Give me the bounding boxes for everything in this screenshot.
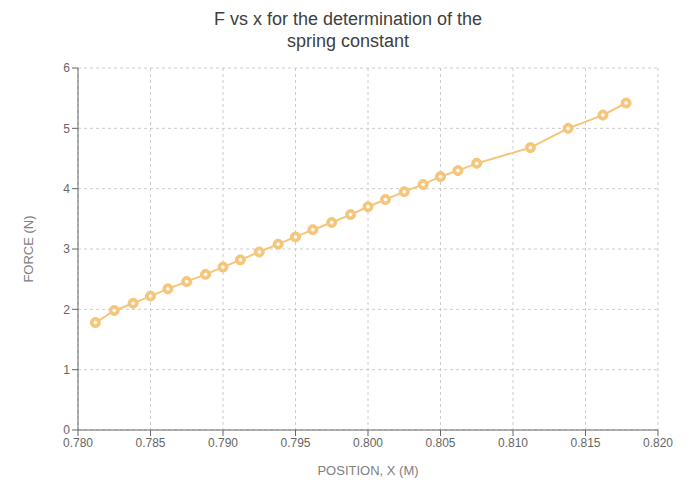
svg-text:2: 2 [63, 303, 70, 317]
svg-text:0.805: 0.805 [425, 436, 455, 450]
html-text:spring constant: spring constant [287, 31, 409, 51]
svg-text:5: 5 [63, 122, 70, 136]
svg-text:1: 1 [63, 363, 70, 377]
svg-text:0.785: 0.785 [135, 436, 165, 450]
svg-text:0.800: 0.800 [353, 436, 383, 450]
svg-text:6: 6 [63, 61, 70, 75]
svg-text:0.820: 0.820 [643, 436, 673, 450]
svg-text:POSITION, X (M): POSITION, X (M) [317, 463, 418, 478]
svg-text:0.810: 0.810 [498, 436, 528, 450]
svg-text:4: 4 [63, 182, 70, 196]
svg-text:0.815: 0.815 [570, 436, 600, 450]
svg-text:0: 0 [63, 423, 70, 437]
svg-text:FORCE (N): FORCE (N) [21, 215, 36, 282]
svg-text:0.795: 0.795 [280, 436, 310, 450]
svg-text:0.780: 0.780 [63, 436, 93, 450]
html-text:F vs x for the determination o: F vs x for the determination of the [213, 9, 483, 29]
svg-text:3: 3 [63, 242, 70, 256]
svg-text:0.790: 0.790 [208, 436, 238, 450]
